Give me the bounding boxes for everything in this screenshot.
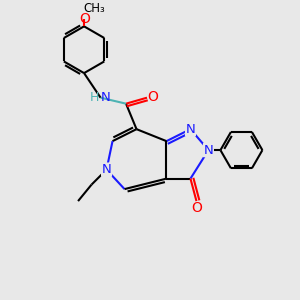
Text: N: N xyxy=(186,123,195,136)
Text: N: N xyxy=(102,163,111,176)
Text: O: O xyxy=(148,90,158,104)
Text: N: N xyxy=(101,91,111,103)
Text: H: H xyxy=(89,91,99,103)
Text: CH₃: CH₃ xyxy=(84,2,105,15)
Text: N: N xyxy=(204,144,213,157)
Text: O: O xyxy=(79,12,90,26)
Text: O: O xyxy=(192,201,203,215)
